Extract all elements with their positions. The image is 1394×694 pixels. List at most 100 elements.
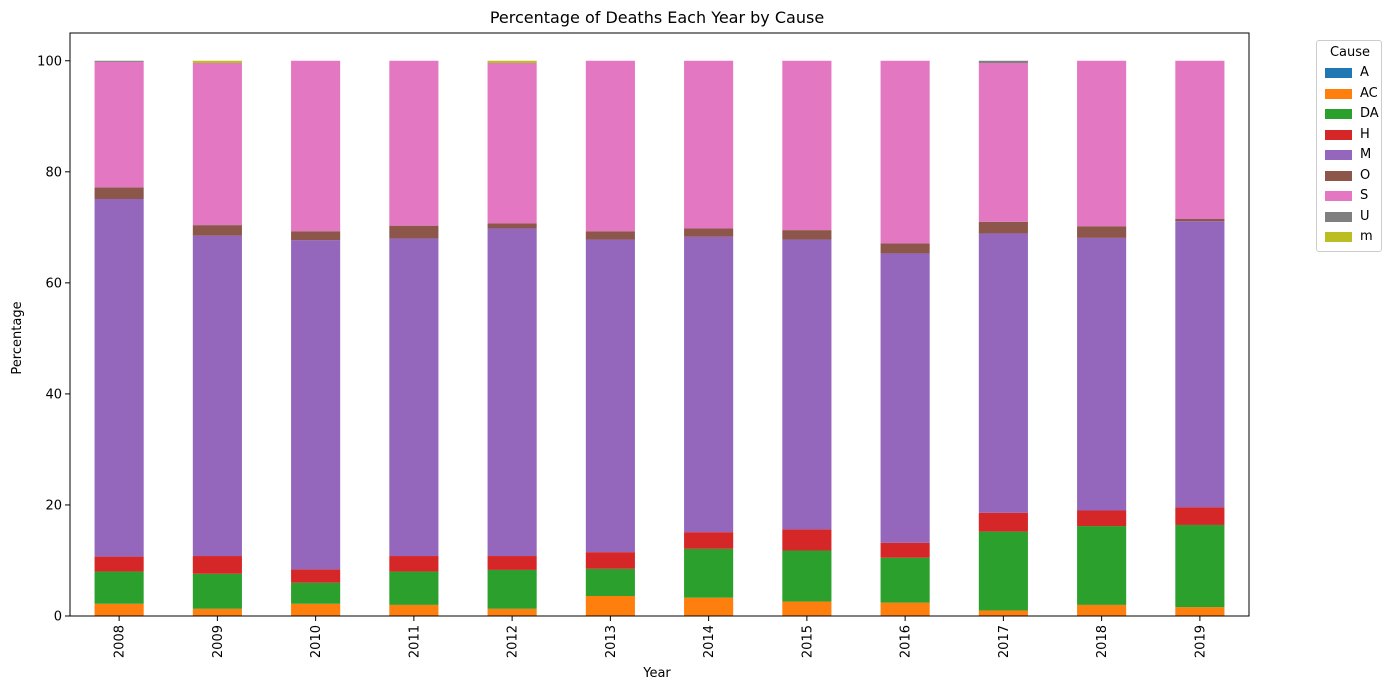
x-axis-label: Year xyxy=(642,666,671,681)
bar-segment-2014-M xyxy=(684,236,734,533)
bar-segment-2008-H xyxy=(94,556,144,572)
y-tick-label-60: 60 xyxy=(45,276,62,291)
bar-segment-2019-S xyxy=(1175,60,1225,220)
x-tick-label-2016: 2016 xyxy=(899,625,914,658)
bar-segment-2018-O xyxy=(1077,226,1127,238)
legend-item-H: H xyxy=(1325,126,1370,142)
bar-segment-2009-S xyxy=(192,62,242,226)
bar-segment-2010-O xyxy=(291,231,341,241)
bar-segment-2009-H xyxy=(192,556,242,574)
bar-segment-2015-M xyxy=(782,239,832,530)
bar-segment-2009-M xyxy=(192,235,242,557)
legend-item-AC: AC xyxy=(1325,85,1378,101)
bar-segment-2011-S xyxy=(389,60,439,226)
y-tick-label-0: 0 xyxy=(54,610,62,625)
bar-segment-2017-DA xyxy=(978,531,1028,611)
bar-segment-2015-H xyxy=(782,529,832,551)
bar-segment-2008-M xyxy=(94,199,144,557)
bar-segment-2016-DA xyxy=(880,557,930,603)
bar-segment-2010-H xyxy=(291,569,341,583)
legend-label-H: H xyxy=(1360,126,1370,142)
bar-segment-2016-O xyxy=(880,243,930,254)
bars-layer xyxy=(94,60,1225,616)
bar-segment-2019-O xyxy=(1175,219,1225,222)
bar-segment-2009-m xyxy=(192,60,242,63)
legend-swatch-m xyxy=(1325,232,1352,242)
bar-segment-2010-M xyxy=(291,240,341,570)
bar-segment-2013-M xyxy=(585,239,635,553)
bar-segment-2009-DA xyxy=(192,573,242,609)
bar-segment-2014-O xyxy=(684,228,734,237)
bar-segment-2012-m xyxy=(487,60,537,63)
bar-segment-2013-H xyxy=(585,552,635,569)
bar-segment-2013-DA xyxy=(585,568,635,597)
legend-swatch-U xyxy=(1325,211,1352,222)
legend-label-S: S xyxy=(1360,188,1369,203)
bar-segment-2017-M xyxy=(978,233,1028,513)
legend-label-DA: DA xyxy=(1360,106,1379,121)
bar-segment-2010-AC xyxy=(291,603,341,616)
bar-segment-2012-DA xyxy=(487,569,537,609)
y-tick-label-80: 80 xyxy=(45,165,62,180)
bar-segment-2012-H xyxy=(487,556,537,570)
bar-segment-2015-O xyxy=(782,230,832,240)
bar-segment-2019-M xyxy=(1175,221,1225,508)
bar-segment-2008-DA xyxy=(94,571,144,604)
bar-segment-2017-S xyxy=(978,62,1028,222)
bar-segment-2015-S xyxy=(782,60,832,231)
x-tick-label-2010: 2010 xyxy=(309,625,324,658)
legend-label-AC: AC xyxy=(1360,85,1378,101)
bar-segment-2019-DA xyxy=(1175,524,1225,608)
bar-segment-2008-S xyxy=(94,61,144,188)
legend-swatch-AC xyxy=(1325,88,1352,99)
bar-segment-2015-AC xyxy=(782,601,832,616)
x-tick-label-2015: 2015 xyxy=(800,625,815,658)
x-tick-label-2014: 2014 xyxy=(702,625,717,658)
bar-segment-2014-H xyxy=(684,532,734,549)
x-tick-label-2018: 2018 xyxy=(1095,625,1110,658)
bar-segment-2019-H xyxy=(1175,507,1225,525)
bar-segment-2018-M xyxy=(1077,237,1127,511)
bar-segment-2013-S xyxy=(585,60,635,232)
legend-item-O: O xyxy=(1325,168,1370,183)
y-tick-label-20: 20 xyxy=(45,498,62,513)
bar-segment-2018-DA xyxy=(1077,526,1127,605)
bar-segment-2011-M xyxy=(389,238,439,557)
bar-segment-2017-U xyxy=(978,60,1028,63)
bar-segment-2011-AC xyxy=(389,604,439,616)
bar-segment-2010-S xyxy=(291,60,341,232)
bar-segment-2008-AC xyxy=(94,603,144,616)
y-axis-label: Percentage xyxy=(10,301,25,374)
bar-segment-2014-DA xyxy=(684,548,734,598)
bar-segment-2012-M xyxy=(487,228,537,557)
plot-frame xyxy=(69,32,1250,617)
legend-swatch-A xyxy=(1325,68,1352,78)
bar-segment-2015-DA xyxy=(782,550,832,602)
bar-segment-2009-O xyxy=(192,225,242,236)
axes-layer: 0 20 40 60 80 100 2008 2009 2010 2011 2012 2013 2014… xyxy=(37,32,1250,658)
bar-segment-2018-S xyxy=(1077,60,1127,227)
legend-item-S: S xyxy=(1325,189,1368,203)
bar-segment-2016-M xyxy=(880,253,930,543)
bar-segment-2018-H xyxy=(1077,510,1127,527)
bar-segment-2014-S xyxy=(684,60,734,229)
legend-label-m: m xyxy=(1360,229,1373,244)
legend-item-m: m xyxy=(1325,230,1373,244)
bar-segment-2013-O xyxy=(585,231,635,240)
bar-segment-2016-H xyxy=(880,542,930,558)
bar-segment-2009-AC xyxy=(192,608,242,616)
y-tick-label-40: 40 xyxy=(45,387,62,402)
legend-item-U: U xyxy=(1325,209,1370,224)
x-tick-label-2013: 2013 xyxy=(604,625,619,658)
legend-title: Cause xyxy=(1329,45,1371,60)
bar-segment-2012-AC xyxy=(487,608,537,616)
bar-segment-2017-AC xyxy=(978,610,1028,616)
x-tick-label-2008: 2008 xyxy=(113,625,128,658)
bar-segment-2017-O xyxy=(978,221,1028,234)
legend-label-M: M xyxy=(1360,147,1372,162)
bar-segment-2013-AC xyxy=(585,596,635,616)
x-tick-label-2012: 2012 xyxy=(506,625,521,658)
x-tick-label-2019: 2019 xyxy=(1193,625,1208,658)
bar-segment-2012-O xyxy=(487,223,537,229)
